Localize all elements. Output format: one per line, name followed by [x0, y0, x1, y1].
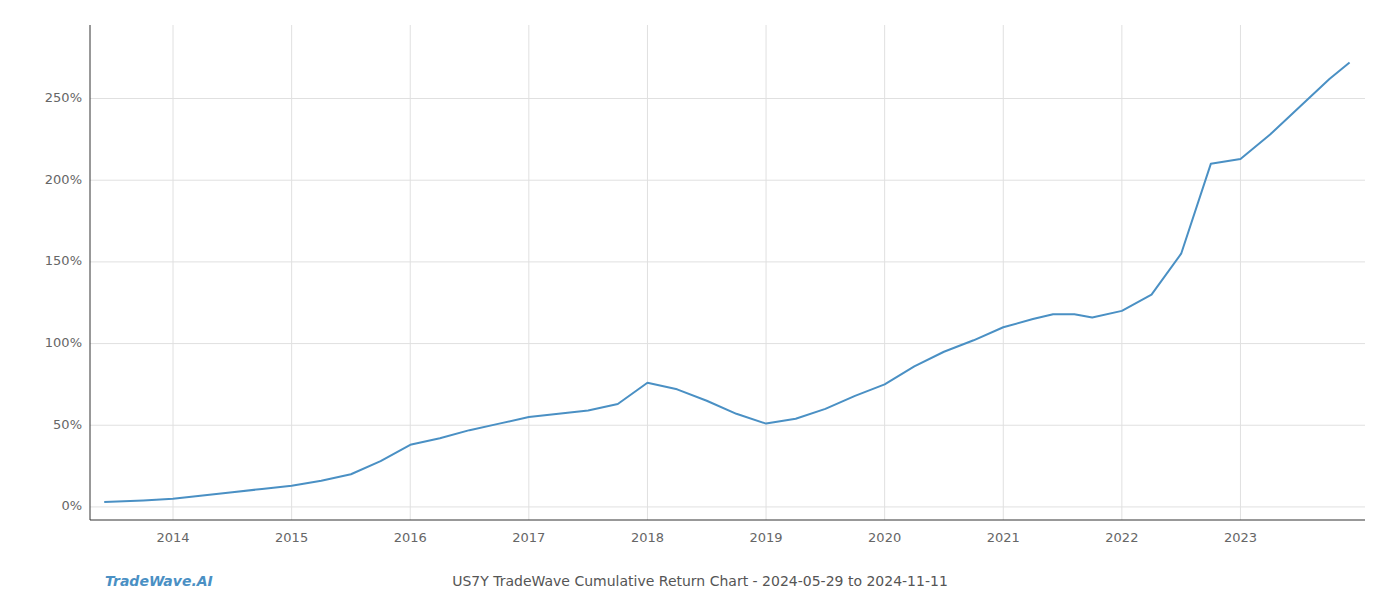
texts: TradeWave.AI US7Y TradeWave Cumulative Re… — [105, 573, 948, 589]
x-grid-line — [766, 25, 767, 520]
y-axis-line — [90, 25, 91, 520]
y-grid-line — [90, 506, 1365, 507]
tick-labels: 0% 50% 100% 150% 200% 250% 2014 2015 2016 2017 201… — [45, 90, 1257, 545]
series-line — [104, 63, 1349, 502]
y-grid-line — [90, 425, 1365, 426]
x-grid-line — [1121, 25, 1122, 520]
series-group — [104, 63, 1349, 502]
x-axis-line — [90, 520, 1365, 521]
y-grid-line — [90, 343, 1365, 344]
y-grid-line — [90, 98, 1365, 99]
x-grid-line — [291, 25, 292, 520]
grid — [90, 25, 1365, 520]
x-grid-line — [884, 25, 885, 520]
x-tick-label: 2014 — [156, 530, 189, 545]
y-tick-label: 0% — [61, 498, 82, 513]
x-grid-line — [528, 25, 529, 520]
y-tick-label: 150% — [45, 253, 82, 268]
x-tick-label: 2015 — [275, 530, 308, 545]
page: {"chart_data": {"type": "line", "title":… — [0, 0, 1400, 600]
y-tick-label: 250% — [45, 90, 82, 105]
x-grid-line — [173, 25, 174, 520]
y-tick-label: 200% — [45, 172, 82, 187]
x-grid-line — [1240, 25, 1241, 520]
x-tick-label: 2022 — [1105, 530, 1138, 545]
title: US7Y TradeWave Cumulative Return Chart -… — [452, 573, 948, 589]
y-tick-label: 50% — [53, 417, 82, 432]
x-tick-label: 2023 — [1224, 530, 1257, 545]
x-tick-label: 2017 — [512, 530, 545, 545]
x-tick-label: 2020 — [868, 530, 901, 545]
y-tick-label: 100% — [45, 335, 82, 350]
x-grid-line — [647, 25, 648, 520]
chart: 0% 50% 100% 150% 200% 250% 2014 2015 2016 2017 201… — [0, 0, 1400, 600]
x-tick-label: 2019 — [749, 530, 782, 545]
x-tick-label: 2018 — [631, 530, 664, 545]
x-tick-label: 2021 — [987, 530, 1020, 545]
watermark: TradeWave.AI — [105, 573, 213, 589]
y-grid-line — [90, 180, 1365, 181]
x-grid-line — [1003, 25, 1004, 520]
x-tick-label: 2016 — [394, 530, 427, 545]
